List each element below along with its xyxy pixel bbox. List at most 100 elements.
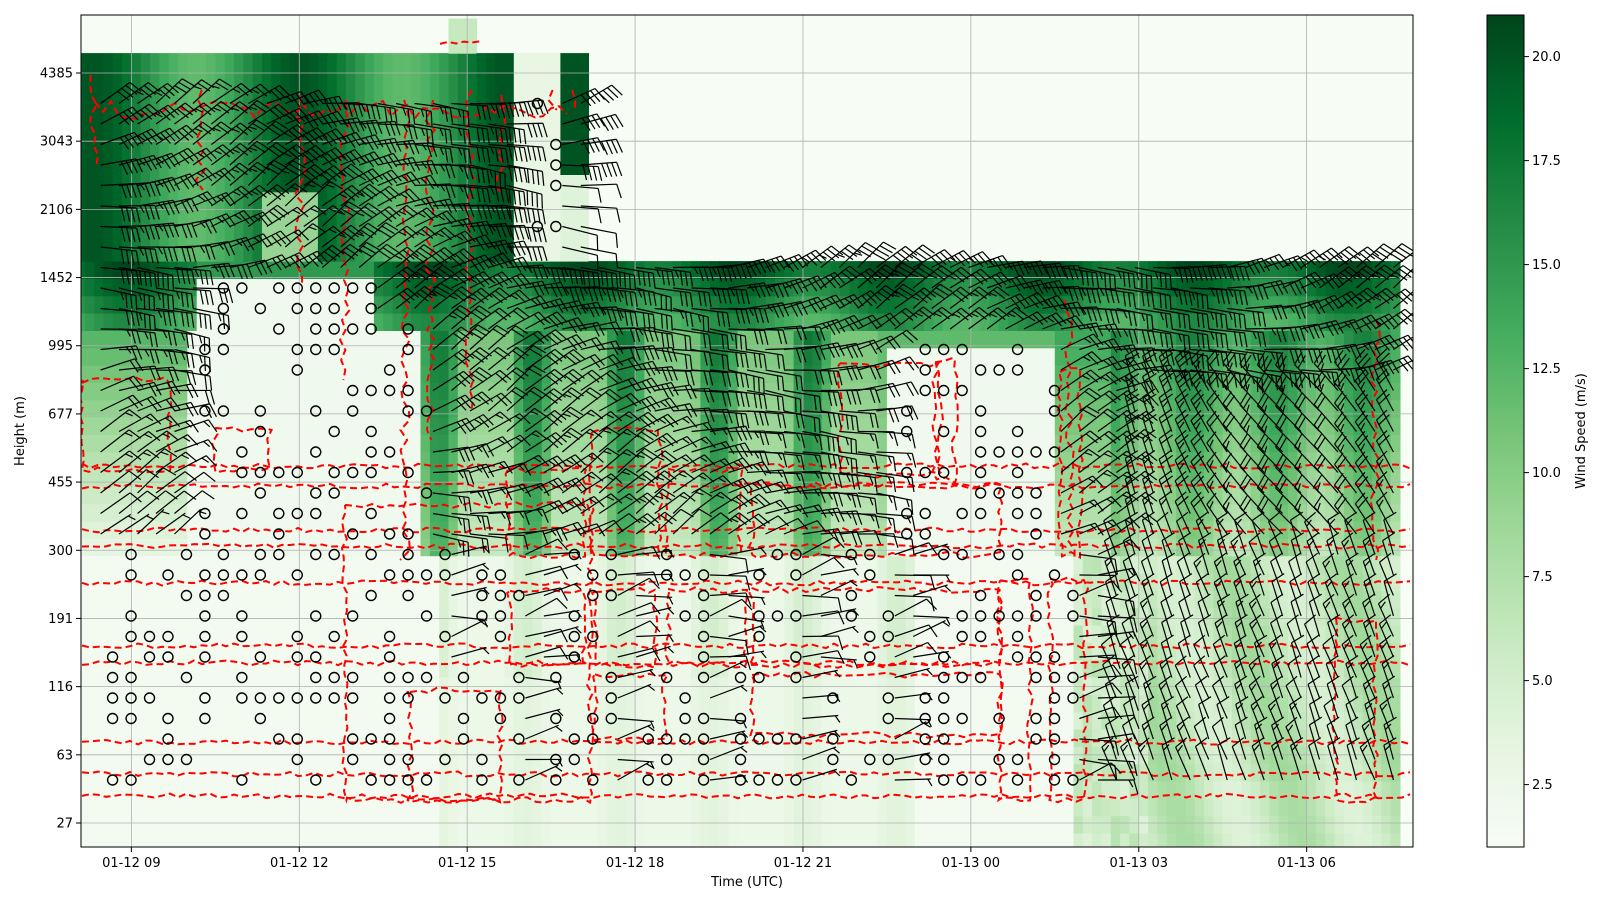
heatmap-cell: [1073, 729, 1084, 747]
heatmap-cell: [355, 382, 366, 401]
heatmap-cell: [467, 261, 478, 279]
heatmap-cell: [849, 417, 860, 435]
heatmap-cell: [429, 417, 440, 435]
heatmap-cell: [336, 625, 347, 643]
heatmap-cell: [849, 798, 860, 817]
heatmap-cell: [215, 226, 226, 245]
heatmap-cell: [159, 607, 170, 626]
heatmap-cell: [504, 555, 515, 574]
heatmap-cell: [112, 399, 123, 418]
heatmap-cell: [1120, 451, 1130, 470]
heatmap-cell: [1073, 832, 1084, 847]
heatmap-cell: [1241, 295, 1252, 314]
heatmap-cell: [933, 573, 944, 591]
heatmap-cell: [607, 625, 617, 643]
heatmap-cell: [206, 191, 216, 210]
heatmap-cell: [159, 191, 170, 210]
heatmap-cell: [383, 590, 394, 609]
heatmap-cell: [168, 486, 179, 505]
heatmap-cell: [523, 87, 533, 106]
heatmap-cell: [94, 503, 104, 522]
heatmap-cell: [989, 261, 1000, 279]
heatmap-cell: [234, 278, 244, 297]
heatmap-cell: [551, 729, 561, 747]
heatmap-cell: [541, 347, 552, 366]
heatmap-cell: [103, 573, 114, 591]
heatmap-cell: [551, 243, 561, 262]
heatmap-cell: [262, 417, 272, 435]
heatmap-cell: [1073, 625, 1084, 643]
heatmap-cell: [858, 330, 869, 349]
heatmap-cell: [868, 521, 879, 539]
heatmap-cell: [150, 659, 160, 678]
heatmap-cell: [299, 261, 310, 279]
heatmap-cell: [877, 555, 888, 574]
heatmap-cell: [1157, 278, 1168, 297]
heatmap-cell: [849, 607, 860, 626]
heatmap-cell: [607, 642, 617, 661]
heatmap-cell: [1054, 694, 1065, 713]
heatmap-cell: [317, 278, 328, 297]
heatmap-cell: [401, 105, 412, 123]
heatmap-cell: [513, 521, 524, 539]
heatmap-cell: [122, 503, 132, 522]
heatmap-cell: [94, 87, 104, 106]
heatmap-cell: [262, 486, 272, 505]
heatmap-cell: [1232, 659, 1242, 678]
heatmap-cell: [1129, 538, 1140, 557]
heatmap-cell: [830, 590, 841, 609]
heatmap-cell: [392, 399, 403, 418]
heatmap-cell: [178, 278, 188, 297]
heatmap-cell: [784, 295, 795, 314]
heatmap-cell: [383, 105, 394, 123]
heatmap-cell: [1157, 781, 1168, 799]
heatmap-cell: [299, 763, 310, 782]
heatmap-cell: [122, 781, 132, 799]
heatmap-cell: [812, 469, 823, 487]
heatmap-cell: [467, 209, 478, 227]
heatmap-cell: [877, 503, 888, 522]
heatmap-cell: [1082, 538, 1093, 557]
heatmap-cell: [159, 434, 170, 453]
heatmap-cell: [933, 781, 944, 799]
heatmap-cell: [317, 538, 328, 557]
heatmap-cell: [1176, 486, 1186, 505]
heatmap-cell: [206, 87, 216, 106]
heatmap-cell: [411, 157, 422, 175]
heatmap-cell: [840, 417, 851, 435]
heatmap-cell: [457, 729, 468, 747]
heatmap-cell: [243, 330, 254, 349]
heatmap-cell: [961, 261, 972, 279]
heatmap-cell: [989, 832, 1000, 847]
heatmap-cell: [970, 417, 981, 435]
heatmap-cell: [280, 399, 291, 418]
heatmap-cell: [821, 590, 832, 609]
heatmap-cell: [933, 503, 944, 522]
heatmap-cell: [476, 399, 487, 418]
heatmap-cell: [691, 295, 701, 314]
heatmap-cell: [784, 659, 795, 678]
heatmap-cell: [672, 330, 683, 349]
heatmap-cell: [187, 832, 198, 847]
heatmap-cell: [485, 521, 496, 539]
heatmap-cell: [830, 832, 841, 847]
heatmap-cell: [94, 486, 104, 505]
heatmap-cell: [168, 105, 179, 123]
heatmap-cell: [1194, 486, 1205, 505]
heatmap-cell: [775, 365, 785, 383]
heatmap-cell: [980, 677, 991, 695]
heatmap-cell: [588, 365, 599, 383]
heatmap-cell: [737, 607, 748, 626]
heatmap-cell: [187, 53, 198, 71]
heatmap-cell: [597, 521, 608, 539]
heatmap-cell: [476, 382, 487, 401]
heatmap-cell: [150, 763, 160, 782]
heatmap-cell: [448, 295, 459, 314]
heatmap-cell: [1054, 659, 1065, 678]
heatmap-cell: [317, 105, 328, 123]
heatmap-cell: [765, 815, 776, 834]
heatmap-cell: [224, 70, 235, 89]
heatmap-cell: [952, 590, 963, 609]
heatmap-cell: [401, 382, 412, 401]
heatmap-cell: [373, 677, 384, 695]
